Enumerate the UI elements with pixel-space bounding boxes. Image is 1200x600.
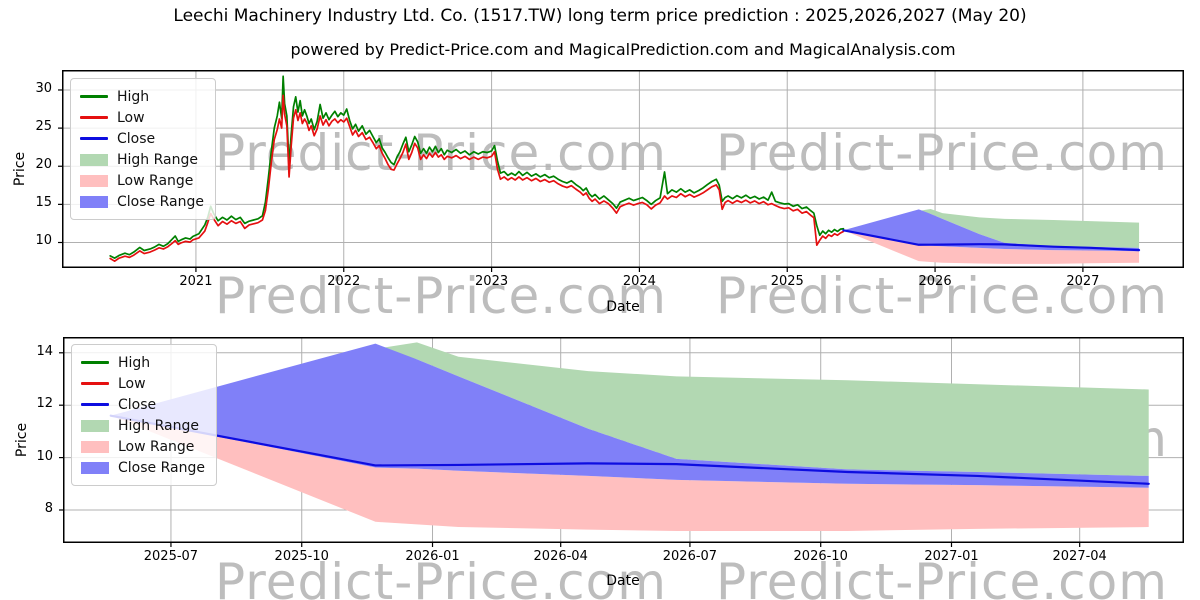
x-tick-label: 2025-10 (274, 549, 329, 564)
y-tick-label: 25 (35, 119, 52, 135)
legend-swatch (81, 361, 109, 364)
x-tick-label: 2026-01 (405, 549, 460, 564)
legend-item-label: High Range (118, 417, 199, 434)
legend-item-label: Close (118, 396, 157, 413)
y-tick-label: 14 (36, 343, 53, 359)
watermark-text: Predict-Price.com (215, 267, 667, 325)
legend-item-label: High (117, 88, 150, 105)
x-tick-label: 2027-04 (1052, 549, 1107, 564)
y-axis-label: Price (12, 151, 28, 187)
x-tick-label: 2025-07 (143, 549, 199, 564)
y-tick-label: 10 (35, 233, 52, 249)
legend-item-label: Low Range (117, 172, 194, 189)
x-tick-label: 2027-01 (924, 549, 979, 564)
forecast-detail-plot (59, 337, 1184, 547)
y-tick-label: 10 (36, 448, 53, 464)
watermark-text: Predict-Price.com (716, 553, 1168, 600)
x-tick-label: 2026-10 (793, 549, 848, 564)
y-tick-label: 30 (35, 80, 52, 96)
legend-swatch (80, 116, 108, 119)
legend-item-label: Low Range (118, 438, 195, 455)
legend-item: Close Range (81, 457, 205, 478)
x-axis-label: Date (606, 573, 640, 589)
price-history-chart: 2021 2022 2023 2024 2025 2026 2027 10 15 20 25 30 (35, 70, 1184, 289)
legend-item: High (81, 352, 205, 373)
legend-swatch (81, 403, 109, 406)
x-tick-label: 2026 (918, 274, 952, 289)
x-tick-label: 2022 (327, 274, 361, 289)
legend-item: Close Range (80, 191, 204, 212)
legend-item-label: High (118, 354, 151, 371)
legend-item: High Range (81, 415, 205, 436)
watermark-text: Predict-Price.com (716, 124, 1168, 182)
legend-swatch (80, 174, 108, 187)
forecast-detail-chart: 2025-07 2025-10 2026-01 2026-04 2026-07 2026-… (36, 337, 1184, 564)
legend-item: Low Range (81, 436, 205, 457)
chart-subtitle: powered by Predict-Price.com and Magical… (290, 40, 956, 59)
x-tick-label: 2023 (475, 274, 509, 289)
legend: High Low Close High Range Low Range Close Ran… (71, 344, 217, 486)
legend-item: High Range (80, 149, 204, 170)
x-tick-label: 2026-04 (533, 549, 588, 564)
legend-item: Low (81, 373, 205, 394)
legend-swatch (80, 195, 108, 208)
legend-item: Close (80, 128, 204, 149)
x-tick-label: 2025 (770, 274, 804, 289)
legend-swatch (81, 440, 109, 453)
legend-swatch (81, 419, 109, 432)
legend-item-label: Close Range (118, 459, 205, 476)
legend-item-label: High Range (117, 151, 198, 168)
y-tick-label: 12 (36, 396, 53, 412)
price-history-plot (58, 70, 1184, 272)
legend-swatch (81, 382, 109, 385)
legend-item: Low Range (80, 170, 204, 191)
x-tick-label: 2021 (179, 274, 213, 289)
watermark-text: Predict-Price.com (215, 553, 667, 600)
legend-item: Close (81, 394, 205, 415)
legend-swatch (80, 153, 108, 166)
legend-item-label: Low (117, 109, 145, 126)
page-title: Leechi Machinery Industry Ltd. Co. (1517… (173, 6, 1027, 26)
legend-item-label: Low (118, 375, 146, 392)
y-tick-label: 20 (35, 157, 52, 173)
legend-swatch (80, 95, 108, 98)
legend: High Low Close High Range Low Range Close Ran… (70, 78, 216, 220)
legend-swatch (80, 137, 108, 140)
legend-item-label: Close (117, 130, 156, 147)
x-tick-label: 2024 (622, 274, 656, 289)
legend-item-label: Close Range (117, 193, 204, 210)
y-axis-label: Price (14, 422, 30, 458)
x-tick-label: 2027 (1066, 274, 1100, 289)
legend-item: Low (80, 107, 204, 128)
watermark-text: Predict-Price.com (716, 267, 1168, 325)
y-tick-label: 8 (44, 500, 53, 516)
y-tick-label: 15 (35, 195, 52, 211)
x-tick-label: 2026-07 (662, 549, 718, 564)
x-axis-label: Date (606, 299, 640, 315)
legend-item: High (80, 86, 204, 107)
legend-swatch (81, 461, 109, 474)
